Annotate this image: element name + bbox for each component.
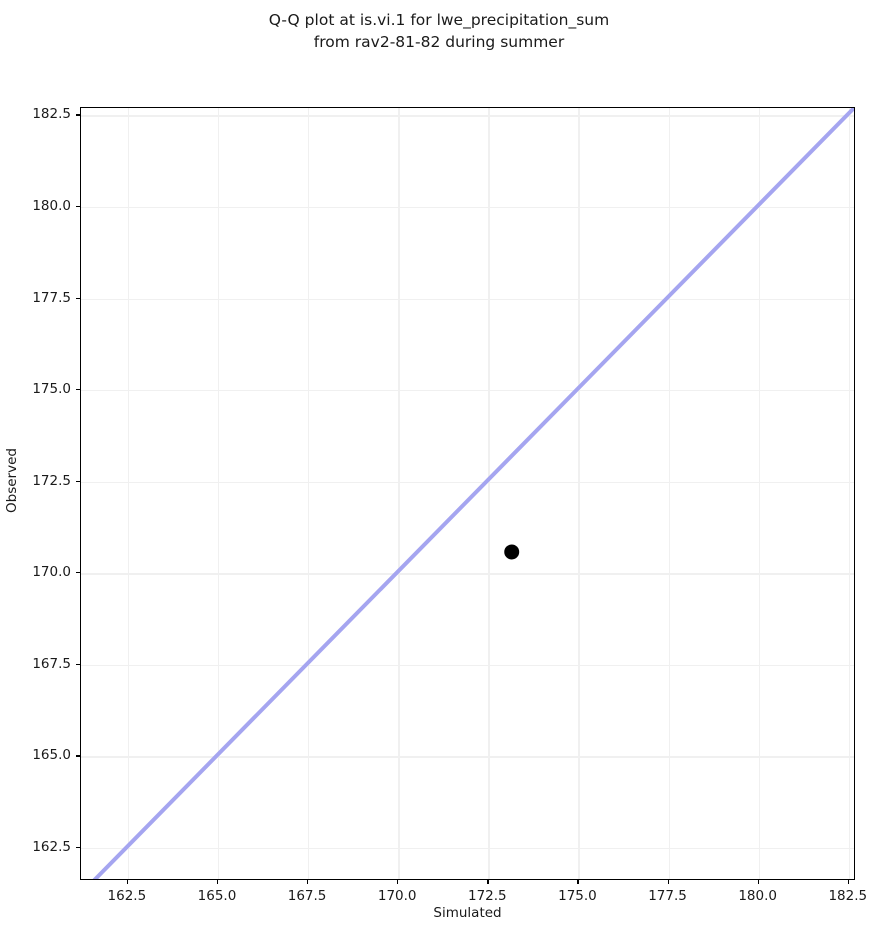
x-tick-label: 162.5 xyxy=(107,888,147,904)
chart-title: Q-Q plot at is.vi.1 for lwe_precipitatio… xyxy=(268,11,610,51)
gridline-vertical xyxy=(398,108,400,879)
gridline-vertical xyxy=(848,108,851,879)
y-tick-label: 162.5 xyxy=(32,839,71,856)
gridline-horizontal xyxy=(81,573,854,575)
plot-area xyxy=(80,107,855,880)
x-tick-label: 182.5 xyxy=(828,888,868,904)
x-tick-label: 177.5 xyxy=(648,888,687,904)
x-tick-mark xyxy=(577,880,579,884)
x-tick-mark xyxy=(847,880,849,884)
x-tick-mark xyxy=(757,880,759,884)
y-tick-label: 170.0 xyxy=(32,564,71,581)
x-tick-mark xyxy=(667,880,669,884)
data-point xyxy=(504,544,520,560)
gridline-vertical xyxy=(668,108,670,879)
x-tick-label: 165.0 xyxy=(197,888,237,904)
y-tick-label: 165.0 xyxy=(32,747,71,764)
gridline-vertical xyxy=(758,108,760,879)
y-tick-mark xyxy=(76,114,80,116)
scatter-data-points xyxy=(504,544,520,560)
y-tick-label: 175.0 xyxy=(32,381,71,398)
gridline-horizontal xyxy=(81,481,854,483)
y-tick-label: 182.5 xyxy=(32,106,71,123)
gridline-horizontal xyxy=(81,390,854,392)
one-to-one-reference-line xyxy=(92,108,854,879)
x-tick-label: 180.0 xyxy=(738,888,777,904)
x-tick-label: 167.5 xyxy=(287,888,327,904)
y-tick-mark xyxy=(76,205,80,208)
gridline-vertical xyxy=(127,108,130,879)
x-tick-label: 170.0 xyxy=(377,888,417,904)
gridline-vertical xyxy=(308,108,310,879)
y-tick-mark xyxy=(76,297,80,299)
y-tick-mark xyxy=(76,389,80,391)
gridline-horizontal xyxy=(81,115,854,117)
y-tick-mark xyxy=(76,572,80,574)
x-tick-mark xyxy=(126,880,129,884)
x-tick-mark xyxy=(487,880,489,884)
y-tick-label: 167.5 xyxy=(32,655,71,672)
x-axis-label: Simulated xyxy=(433,905,502,921)
y-tick-label: 177.5 xyxy=(32,289,71,306)
gridline-horizontal xyxy=(81,848,854,850)
x-tick-mark xyxy=(216,880,219,884)
gridline-horizontal xyxy=(81,298,854,300)
y-tick-mark xyxy=(76,480,80,482)
x-tick-mark xyxy=(307,880,309,884)
y-tick-mark xyxy=(76,663,80,666)
x-tick-label: 175.0 xyxy=(558,888,597,904)
gridline-horizontal xyxy=(81,664,854,667)
y-tick-mark xyxy=(76,847,80,849)
gridline-horizontal xyxy=(81,206,854,209)
y-axis-label: Observed xyxy=(4,448,20,513)
gridline-horizontal xyxy=(81,756,854,758)
y-tick-mark xyxy=(76,755,80,757)
gridline-vertical xyxy=(217,108,220,879)
x-tick-label: 172.5 xyxy=(467,888,507,904)
y-tick-label: 172.5 xyxy=(32,472,71,489)
x-tick-mark xyxy=(397,880,399,884)
gridline-vertical xyxy=(488,108,490,879)
gridline-vertical xyxy=(578,108,580,879)
y-tick-label: 180.0 xyxy=(32,197,71,214)
